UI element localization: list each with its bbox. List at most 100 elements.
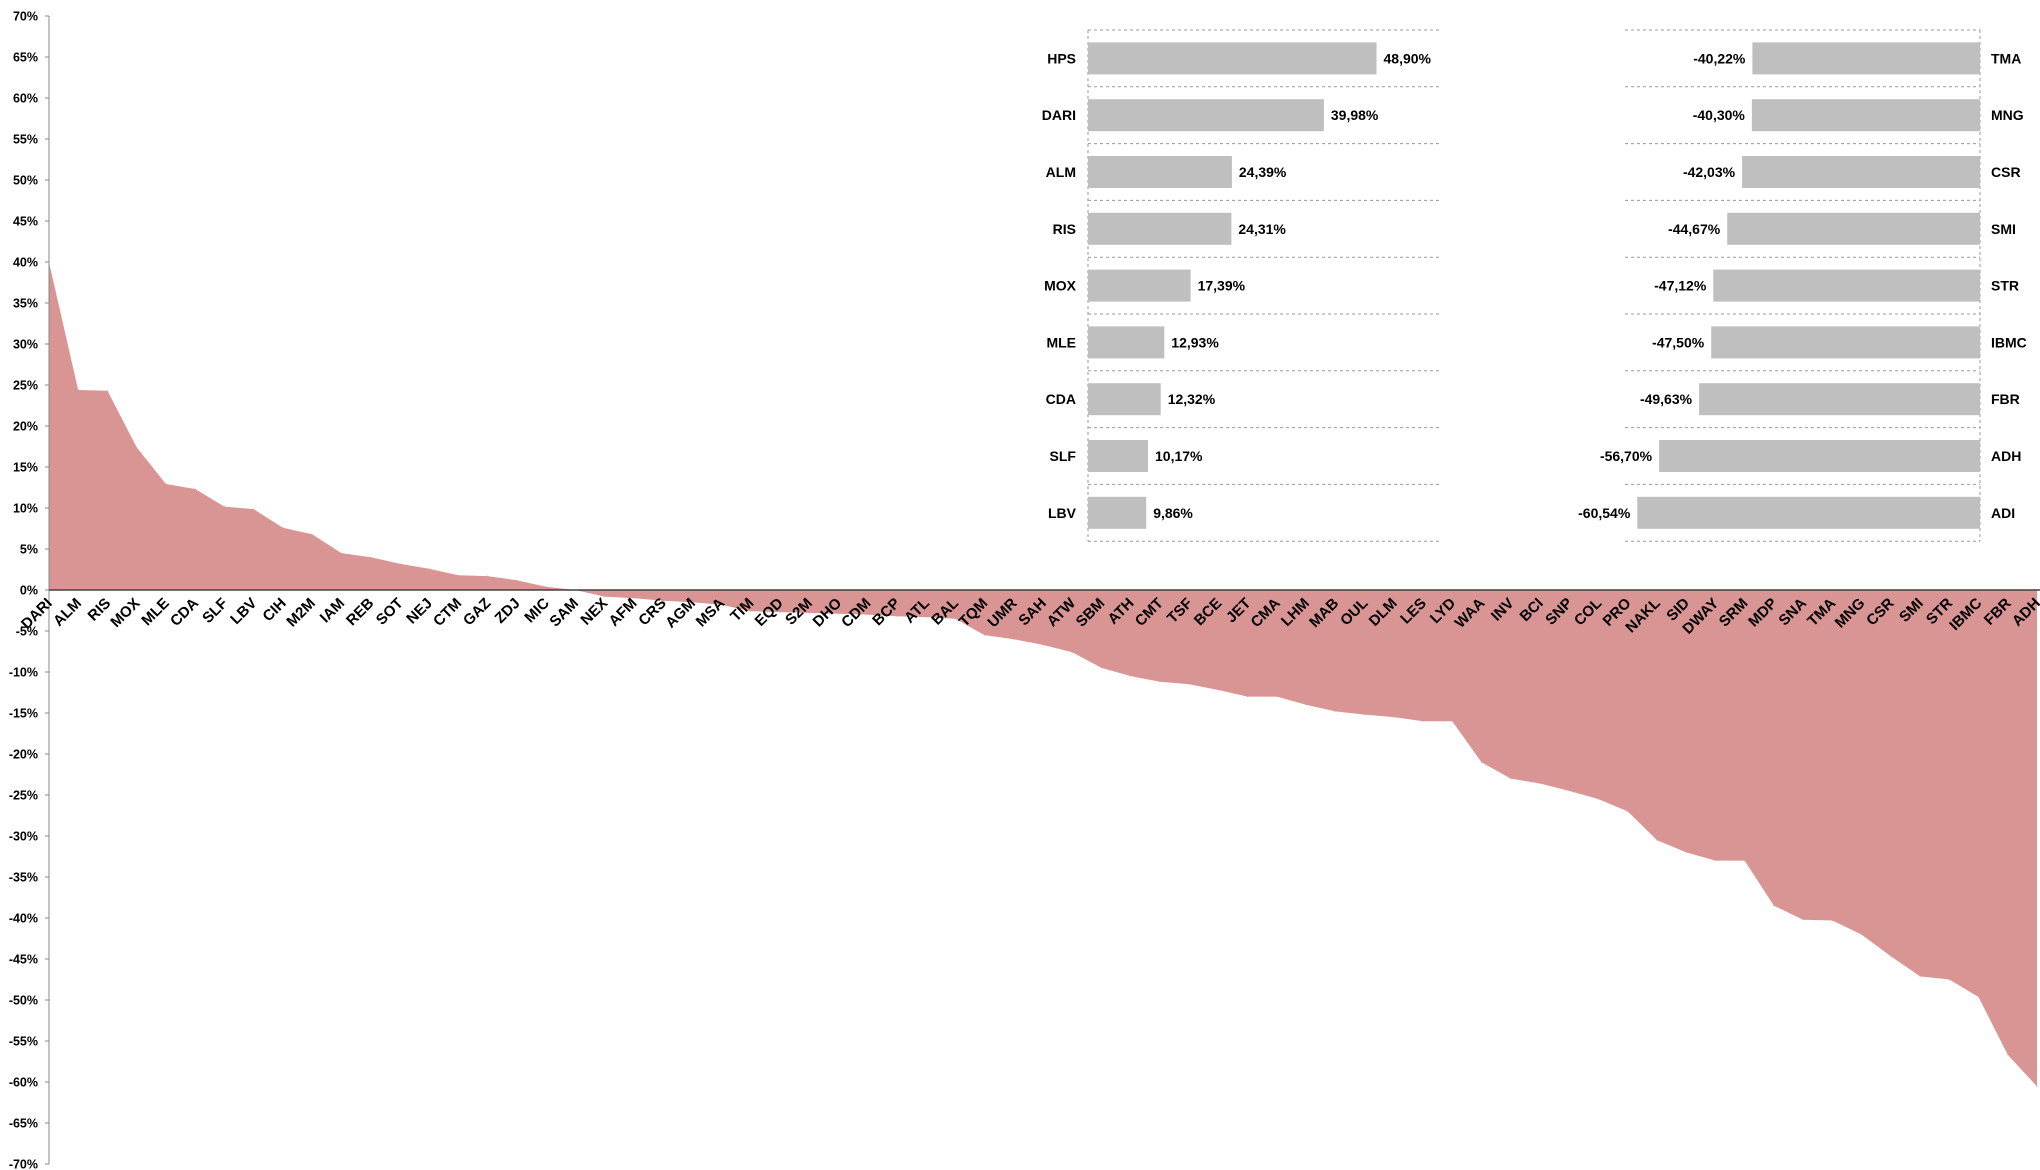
- data-point-inv: [1510, 778, 1512, 780]
- data-point-msa: [720, 604, 722, 606]
- data-point-alm: [77, 389, 79, 391]
- y-tick-label: -45%: [9, 953, 38, 967]
- data-point-cmt: [1159, 681, 1161, 683]
- bar-csr: [1742, 156, 1980, 188]
- x-category-label: MIC: [521, 595, 553, 627]
- y-tick-label: 20%: [13, 420, 38, 434]
- data-point-mng: [1861, 934, 1863, 936]
- bar-category-label: LBV: [1048, 505, 1077, 521]
- y-tick-label: 35%: [13, 297, 38, 311]
- data-point-nej: [428, 568, 430, 570]
- data-point-cih: [282, 527, 284, 529]
- data-point-dlm: [1393, 716, 1395, 718]
- bar-mox: [1088, 269, 1191, 302]
- y-tick-label: 0%: [20, 584, 38, 598]
- bar-value-label: -44,67%: [1668, 221, 1721, 237]
- bar-fbr: [1699, 383, 1980, 416]
- bar-category-label: RIS: [1053, 221, 1076, 237]
- bar-category-label: HPS: [1047, 50, 1076, 66]
- x-category-label: REB: [343, 595, 378, 630]
- bar-cda: [1088, 383, 1161, 416]
- y-tick-label: -40%: [9, 912, 38, 926]
- x-category-label: ALM: [50, 595, 85, 630]
- data-point-csr: [1890, 955, 1892, 957]
- x-category-label: CDA: [167, 595, 202, 630]
- data-point-mdp: [1773, 905, 1775, 907]
- bar-value-label: 24,31%: [1238, 221, 1286, 237]
- data-point-bal: [954, 618, 956, 620]
- data-point-eqd: [779, 611, 781, 613]
- data-point-bce: [1217, 689, 1219, 691]
- y-tick-label: -25%: [9, 789, 38, 803]
- data-point-mic: [545, 586, 547, 588]
- bar-value-label: 17,39%: [1198, 278, 1246, 294]
- top-gainers-inset: HPS 48,90% DARI 39,98% ALM 24,39% RIS 24,31% MOX…: [1042, 29, 1440, 542]
- y-tick-label: 40%: [13, 256, 38, 270]
- y-tick-label: -15%: [9, 707, 38, 721]
- x-category-label: NEX: [577, 595, 611, 629]
- bar-value-label: 48,90%: [1384, 50, 1432, 66]
- data-point-dway: [1714, 860, 1716, 862]
- data-point-cda: [194, 488, 196, 490]
- x-category-label: MLE: [138, 595, 172, 629]
- data-point-sid: [1685, 851, 1687, 853]
- bar-value-label: -42,03%: [1683, 164, 1736, 180]
- data-point-sbm: [1101, 667, 1102, 669]
- data-point-str: [1948, 979, 1950, 980]
- data-point-waa: [1481, 761, 1482, 763]
- bar-mng: [1751, 99, 1980, 132]
- data-point-mab: [1334, 710, 1336, 712]
- data-point-nex: [604, 596, 605, 598]
- y-tick-label: -55%: [9, 1035, 38, 1049]
- data-point-nakl: [1656, 839, 1658, 841]
- bar-category-label: IBMC: [1991, 334, 2027, 350]
- x-category-label: CTM: [430, 595, 465, 630]
- data-point-atw: [1071, 651, 1073, 653]
- y-tick-label: 10%: [13, 502, 38, 516]
- data-point-col: [1598, 798, 1599, 800]
- y-tick-label: -50%: [9, 994, 38, 1008]
- x-category-label: M2M: [283, 595, 319, 631]
- data-point-ibmc: [1978, 996, 1979, 998]
- y-tick-label: -65%: [9, 1117, 38, 1131]
- bar-ibmc: [1711, 326, 1981, 359]
- y-tick-label: 15%: [13, 461, 38, 475]
- y-tick-label: 5%: [20, 543, 38, 557]
- bar-value-label: 24,39%: [1239, 164, 1287, 180]
- bar-adi: [1637, 496, 1980, 529]
- bar-value-label: 10,17%: [1155, 448, 1203, 464]
- x-category-label: LBV: [227, 595, 260, 628]
- y-tick-label: -10%: [9, 666, 38, 680]
- data-point-iam: [340, 552, 342, 554]
- data-point-reb: [370, 556, 372, 558]
- x-category-label: SAM: [546, 595, 582, 631]
- data-point-zdj: [516, 579, 518, 581]
- data-point-fbr: [2007, 1054, 2009, 1056]
- data-point-tim: [750, 610, 752, 612]
- data-point-lhm: [1305, 704, 1307, 706]
- data-point-slf: [223, 506, 225, 508]
- bar-tma: [1752, 42, 1980, 75]
- y-tick-label: -20%: [9, 748, 38, 762]
- bar-value-label: -40,22%: [1693, 50, 1746, 66]
- y-tick-label: 60%: [13, 92, 38, 106]
- bar-value-label: 12,32%: [1168, 391, 1216, 407]
- data-point-les: [1422, 720, 1424, 722]
- y-tick-label: -60%: [9, 1076, 38, 1090]
- bar-value-label: -49,63%: [1640, 391, 1693, 407]
- bar-category-label: ADI: [1991, 505, 2015, 521]
- data-point-tqm: [984, 634, 985, 636]
- data-point-sah: [1042, 644, 1044, 646]
- y-tick-label: 55%: [13, 133, 38, 147]
- bar-category-label: MNG: [1991, 107, 2024, 123]
- bar-hps: [1088, 42, 1377, 75]
- data-point-pro: [1627, 810, 1629, 812]
- bar-smi: [1727, 212, 1980, 245]
- y-tick-label: 45%: [13, 215, 38, 229]
- bar-value-label: 12,93%: [1171, 334, 1219, 350]
- y-tick-label: 70%: [13, 10, 38, 24]
- x-category-label: AFM: [606, 595, 641, 630]
- data-point-gaz: [487, 575, 488, 577]
- bar-category-label: MLE: [1046, 334, 1076, 350]
- bar-slf: [1088, 440, 1148, 472]
